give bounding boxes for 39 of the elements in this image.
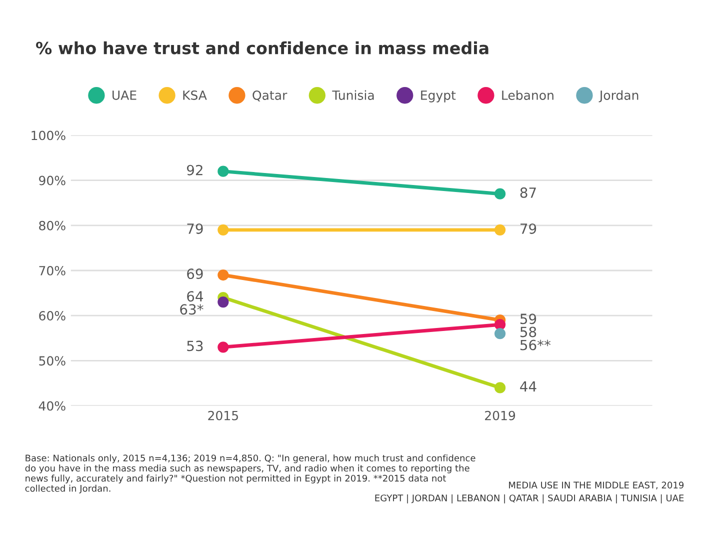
y-tick-label: 40% (38, 401, 66, 411)
y-tick-label: 100% (32, 130, 66, 140)
point (218, 269, 229, 281)
point (494, 319, 506, 330)
legend-label: Tunisia (332, 90, 374, 100)
data-label: 69 (187, 268, 203, 280)
data-label: 92 (186, 164, 202, 176)
point (494, 328, 506, 340)
data-label: 58 (520, 326, 536, 338)
data-label: 44 (520, 381, 536, 392)
y-tick-label: 70% (39, 266, 66, 276)
point (494, 224, 506, 236)
legend-label: Egypt (421, 90, 456, 102)
point (218, 296, 229, 308)
x-tick-label: 2015 (208, 410, 238, 420)
y-tick-label: 60% (39, 311, 66, 321)
data-label: 79 (187, 223, 203, 234)
point (218, 342, 229, 353)
point (218, 166, 229, 177)
legend-label: Qatar (252, 90, 288, 102)
legend-label: UAE (112, 90, 136, 100)
chart-title: % who have trust and confidence in mass media (36, 41, 488, 54)
y-tick-label: 50% (39, 356, 66, 366)
y-tick-label: 80% (39, 220, 66, 230)
y-tick-label: 90% (39, 176, 66, 186)
data-label: 87 (520, 187, 536, 198)
legend-label: Jordan (598, 90, 638, 102)
point (218, 224, 229, 236)
legend-label: Lebanon (502, 90, 554, 100)
data-label: 59 (520, 314, 536, 324)
data-label: 63* (180, 304, 204, 315)
point (494, 188, 506, 200)
data-label: 56** (520, 340, 551, 350)
data-label: 64 (187, 291, 204, 302)
x-tick-label: 2019 (485, 410, 516, 420)
point (494, 382, 506, 394)
legend-label: KSA (183, 90, 207, 100)
data-label: 79 (520, 223, 536, 234)
data-label: 53 (187, 340, 203, 352)
